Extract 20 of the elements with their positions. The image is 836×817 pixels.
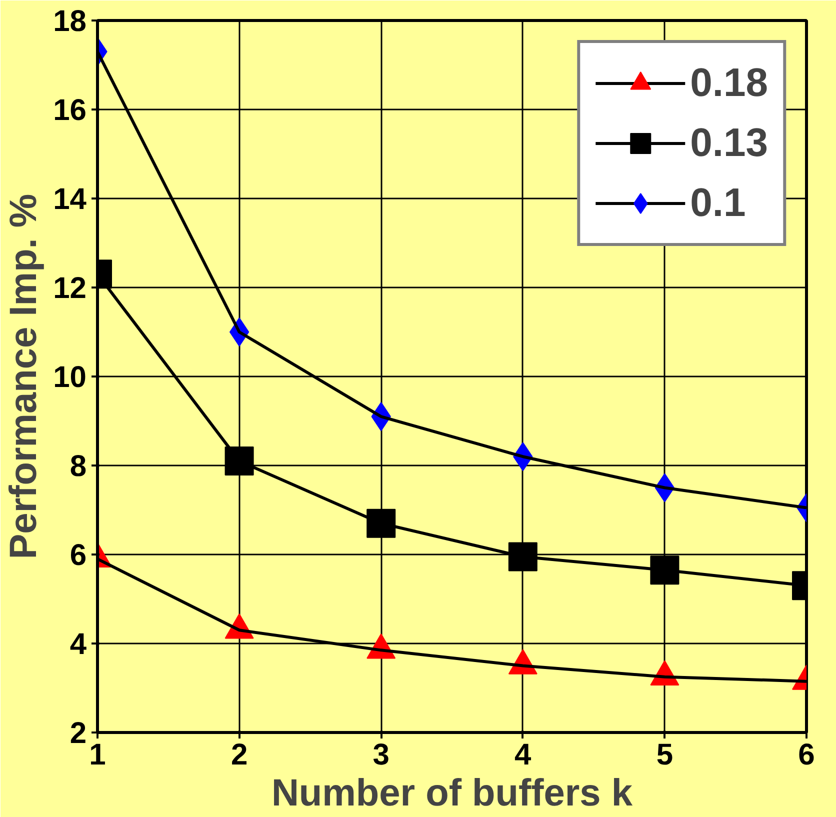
y-tick-label: 12	[53, 272, 87, 305]
y-tick-label: 4	[70, 628, 87, 661]
x-tick-label: 4	[514, 738, 532, 772]
y-tick-label: 8	[70, 450, 87, 483]
y-tick-label: 6	[70, 539, 87, 572]
x-tick-label: 1	[89, 738, 106, 772]
y-tick-label: 18	[53, 5, 87, 38]
y-tick-label: 10	[53, 361, 87, 394]
x-tick-label: 3	[372, 738, 390, 772]
x-tick-label: 2	[230, 738, 248, 772]
legend-label: 0.13	[690, 120, 768, 166]
y-axis-title: Performance Imp. %	[3, 194, 46, 560]
legend-label: 0.18	[690, 60, 768, 106]
legend-label: 0.1	[690, 180, 746, 226]
y-tick-label: 14	[53, 183, 87, 216]
y-tick-label: 2	[70, 717, 87, 750]
y-tick-label: 16	[53, 94, 87, 127]
x-axis-title: Number of buffers k	[271, 772, 634, 814]
x-tick-label: 6	[798, 738, 815, 772]
x-tick-label: 5	[656, 738, 674, 772]
